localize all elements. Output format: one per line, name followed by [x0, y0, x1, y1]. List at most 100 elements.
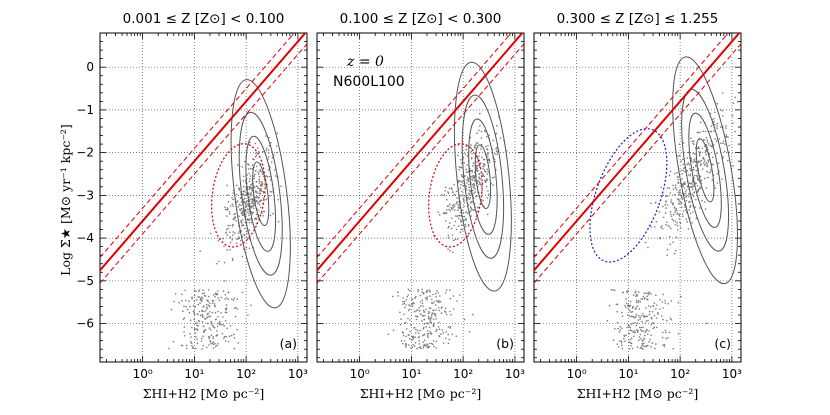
data-point	[441, 329, 444, 331]
data-point	[485, 185, 488, 188]
data-point	[616, 343, 619, 345]
simulation-contours	[672, 56, 738, 285]
data-point	[716, 122, 719, 125]
data-point	[226, 228, 228, 231]
data-point	[663, 345, 666, 348]
data-point	[662, 205, 664, 208]
data-point	[470, 207, 472, 209]
data-point	[470, 150, 473, 153]
data-point	[460, 181, 463, 183]
data-point	[461, 194, 464, 196]
data-point	[672, 220, 675, 222]
data-point	[438, 214, 441, 216]
data-point	[629, 338, 632, 341]
ks-scatter-line	[534, 43, 741, 284]
data-point	[242, 180, 245, 182]
data-point	[232, 259, 234, 261]
data-point	[732, 122, 734, 125]
data-point	[403, 313, 405, 316]
data-point	[452, 308, 455, 310]
data-point	[250, 194, 253, 197]
data-point	[197, 319, 200, 322]
data-point	[675, 207, 678, 210]
data-point	[258, 176, 261, 178]
data-point	[409, 337, 411, 340]
data-point	[680, 169, 683, 172]
data-point	[659, 299, 661, 301]
data-point	[447, 342, 450, 345]
data-point	[483, 129, 486, 132]
data-point	[606, 319, 609, 322]
data-point	[433, 345, 435, 348]
data-point	[710, 130, 713, 133]
data-point	[640, 346, 643, 348]
data-point	[651, 342, 654, 344]
data-point	[698, 161, 701, 163]
data-point	[635, 315, 637, 318]
data-point	[276, 151, 278, 154]
data-point	[254, 196, 257, 199]
data-point	[227, 224, 229, 227]
data-point	[201, 297, 204, 300]
ks-scatter-line	[317, 33, 512, 258]
data-point	[478, 183, 480, 185]
data-point	[459, 159, 462, 161]
data-point	[645, 307, 647, 309]
data-point	[260, 199, 263, 201]
data-point	[457, 225, 460, 227]
data-point	[706, 141, 709, 143]
data-point	[237, 206, 240, 208]
data-point	[247, 168, 250, 170]
data-point	[448, 338, 451, 341]
data-point	[482, 158, 485, 161]
data-point	[623, 338, 625, 340]
data-point	[191, 326, 193, 329]
data-point	[275, 145, 278, 147]
data-point	[189, 305, 191, 308]
data-point	[458, 206, 461, 208]
data-point	[709, 144, 712, 147]
ks-relation	[100, 33, 307, 284]
data-point	[245, 236, 248, 239]
data-point	[626, 314, 629, 316]
x-axis-label: ΣHI+H2 [M⊙ pc⁻²]	[143, 386, 265, 401]
data-point	[488, 158, 491, 160]
data-point	[249, 175, 252, 177]
data-point	[446, 198, 448, 201]
data-point	[633, 316, 636, 319]
data-point	[614, 327, 616, 330]
data-point	[669, 235, 671, 238]
data-point	[481, 156, 483, 159]
data-point	[181, 299, 183, 302]
data-point	[251, 213, 254, 215]
data-point	[450, 187, 453, 189]
observed-contour	[211, 143, 266, 248]
data-point	[208, 304, 210, 307]
data-point	[465, 187, 467, 190]
data-point	[471, 152, 473, 155]
simulation-contour	[468, 118, 498, 235]
data-point	[429, 321, 431, 324]
data-point	[424, 297, 427, 299]
data-point	[252, 207, 255, 210]
data-point	[486, 173, 489, 175]
data-point	[214, 303, 216, 305]
data-point	[697, 179, 700, 181]
data-point	[716, 172, 719, 175]
data-point	[193, 300, 196, 302]
data-point	[634, 321, 636, 324]
data-point	[441, 306, 443, 309]
data-point	[250, 192, 252, 194]
data-point	[685, 199, 688, 202]
data-point	[710, 169, 712, 171]
data-point	[420, 305, 422, 307]
data-point	[192, 346, 194, 348]
data-point	[425, 291, 428, 294]
simulation-contour	[688, 112, 722, 228]
data-point	[488, 134, 490, 136]
data-point	[186, 347, 188, 350]
data-point	[199, 250, 201, 252]
data-point	[456, 215, 458, 218]
data-point	[245, 205, 248, 207]
data-point	[454, 215, 457, 217]
